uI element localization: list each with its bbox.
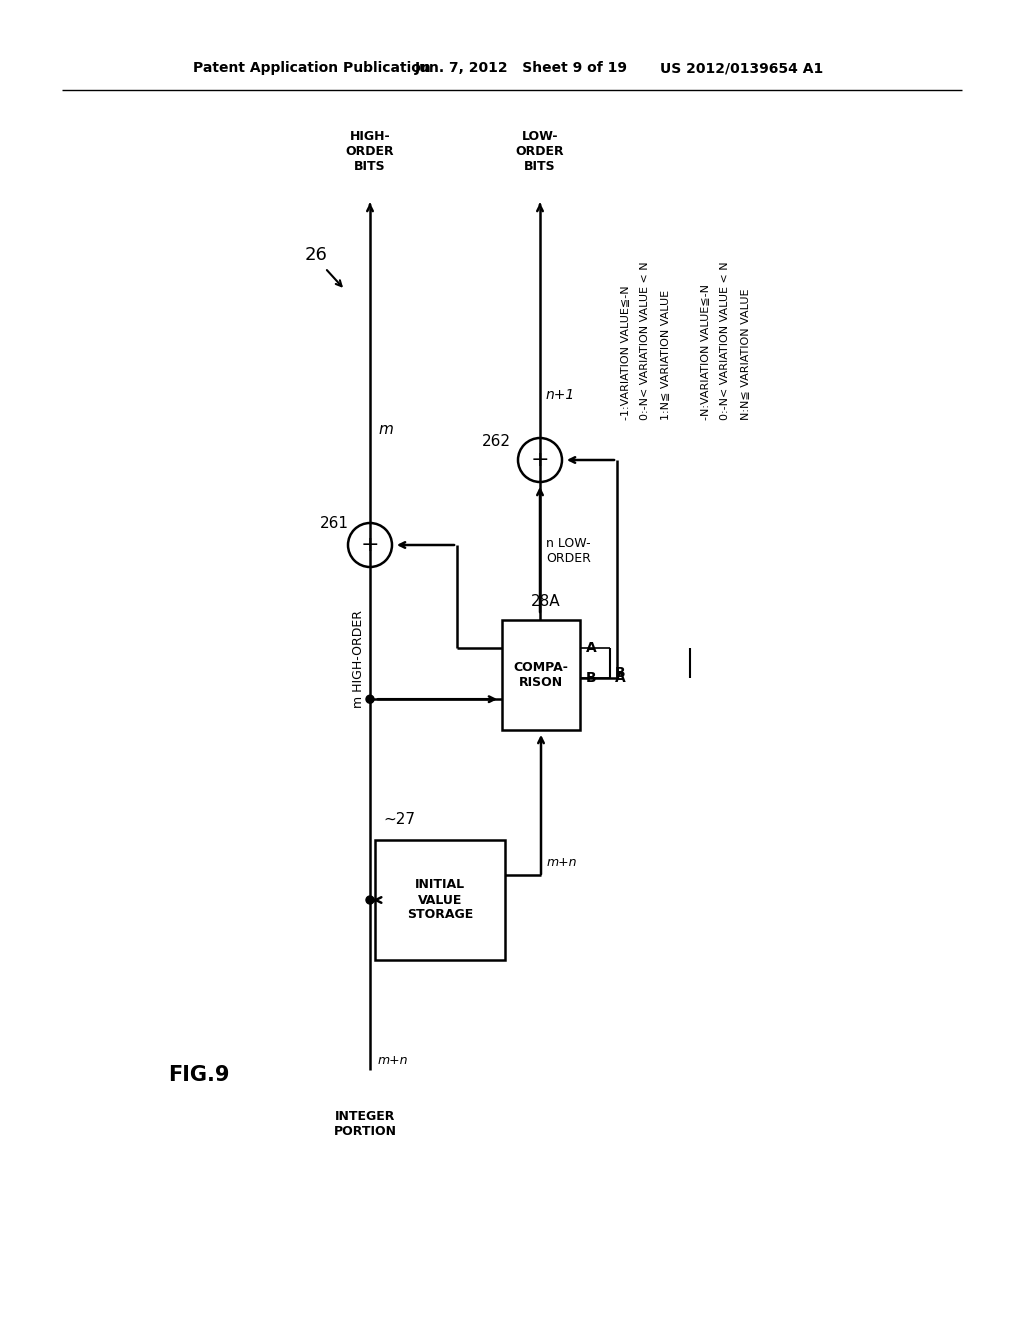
Text: 26: 26 (305, 246, 328, 264)
Text: n LOW-
ORDER: n LOW- ORDER (546, 537, 591, 565)
Text: 0:-N< VARIATION VALUE < N: 0:-N< VARIATION VALUE < N (720, 261, 730, 420)
Text: B: B (586, 671, 597, 685)
Text: LOW-
ORDER
BITS: LOW- ORDER BITS (516, 129, 564, 173)
Text: 261: 261 (319, 516, 349, 531)
Text: HIGH-
ORDER
BITS: HIGH- ORDER BITS (346, 129, 394, 173)
Text: 0:-N< VARIATION VALUE < N: 0:-N< VARIATION VALUE < N (640, 261, 650, 420)
Text: +: + (530, 450, 549, 470)
Text: -N:VARIATION VALUE≦-N: -N:VARIATION VALUE≦-N (700, 284, 710, 420)
Text: m: m (378, 422, 393, 437)
Text: B: B (615, 667, 626, 680)
Bar (375, 840, 505, 960)
Text: ~27: ~27 (383, 813, 415, 828)
Text: m HIGH-ORDER: m HIGH-ORDER (351, 610, 365, 708)
Text: 262: 262 (482, 434, 511, 450)
Text: +: + (360, 535, 379, 554)
Circle shape (366, 896, 374, 904)
Text: 28A: 28A (531, 594, 560, 610)
Text: m+n: m+n (547, 857, 578, 870)
Text: INTEGER
PORTION: INTEGER PORTION (334, 1110, 396, 1138)
Circle shape (366, 696, 374, 704)
Text: US 2012/0139654 A1: US 2012/0139654 A1 (660, 61, 823, 75)
Text: Patent Application Publication: Patent Application Publication (193, 61, 431, 75)
Text: -1:VARIATION VALUE≦-N: -1:VARIATION VALUE≦-N (620, 285, 630, 420)
Text: Jun. 7, 2012   Sheet 9 of 19: Jun. 7, 2012 Sheet 9 of 19 (415, 61, 628, 75)
Text: 1:N≦ VARIATION VALUE: 1:N≦ VARIATION VALUE (660, 290, 670, 420)
Text: N:N≦ VARIATION VALUE: N:N≦ VARIATION VALUE (740, 289, 750, 420)
Text: A: A (615, 671, 626, 685)
Text: FIG.9: FIG.9 (168, 1065, 229, 1085)
Text: COMPA-
RISON: COMPA- RISON (514, 661, 568, 689)
Text: A: A (586, 642, 597, 655)
Bar (502, 620, 580, 730)
Text: INITIAL
VALUE
STORAGE: INITIAL VALUE STORAGE (407, 879, 473, 921)
Text: n+1: n+1 (546, 388, 575, 403)
Text: m+n: m+n (378, 1053, 409, 1067)
